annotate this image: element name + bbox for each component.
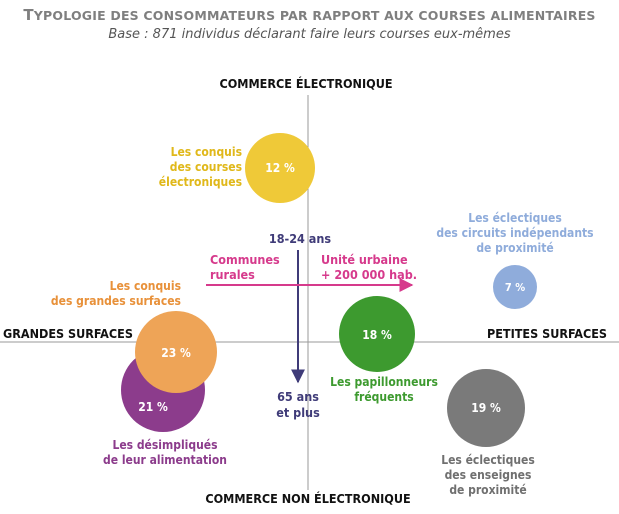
segment-label-line: électroniques [159,175,242,189]
segment-bubble [245,133,315,203]
segment-label-line: de proximité [449,483,526,497]
segment-label-line: des grandes surfaces [51,294,181,308]
age-label-young: 18-24 ans [269,231,331,246]
axis-label-bottom: COMMERCE NON ÉLECTRONIQUE [205,491,410,506]
label-conquis-courses-electroniques: Les conquis des courses électroniques [159,145,242,189]
segment-label-line: de proximité [476,241,553,255]
segment-bubble [493,265,537,309]
segment-label-line: de leur alimentation [103,453,227,467]
label-desimpliques: Les désimpliqués de leur alimentation [103,438,227,467]
segment-percent: 12 % [265,161,295,175]
segment-percent: 23 % [161,346,191,360]
segment-label-line: Les éclectiques [468,211,562,225]
label-conquis-grandes-surfaces: Les conquis des grandes surfaces [51,279,181,308]
segment-label-line: des courses [170,160,242,174]
axis-label-top: COMMERCE ÉLECTRONIQUE [219,76,392,91]
segment-eclectiques-circuits-independants: 7 % [493,265,537,309]
segment-percent: 19 % [471,401,501,415]
segment-percent: 21 % [138,400,168,414]
segment-bubble [339,296,415,372]
segment-bubble [447,369,525,447]
urban-label-city-line1: Unité urbaine [321,252,408,267]
diagram-title: TYPOLOGIE DES CONSOMMATEURS PAR RAPPORT … [23,6,596,24]
segment-label-line: des circuits indépendants [436,226,593,240]
age-label-old-line2: et plus [276,405,320,420]
axis-label-right: PETITES SURFACES [487,326,607,341]
segment-label-line: des enseignes [445,468,532,482]
segment-conquis-courses-electroniques: 12 % [245,133,315,203]
axis-label-left: GRANDES SURFACES [3,326,133,341]
segment-label-line: Les éclectiques [441,453,535,467]
label-papillonneurs: Les papillonneurs fréquents [330,375,438,404]
segment-percent: 18 % [362,328,392,342]
segment-label-line: fréquents [354,390,413,404]
label-eclectiques-circuits-independants: Les éclectiques des circuits indépendant… [436,211,593,255]
label-eclectiques-enseignes: Les éclectiques des enseignes de proximi… [441,453,535,497]
segment-papillonneurs: 18 % [339,296,415,372]
diagram-subtitle: Base : 871 individus déclarant faire leu… [108,27,511,42]
segment-conquis-grandes-surfaces: 23 % [135,311,217,393]
urban-label-city-line2: + 200 000 hab. [321,267,417,282]
segment-percent: 7 % [505,281,525,294]
segment-bubble [135,311,217,393]
urban-label-rural-line1: Communes [210,252,280,267]
segment-eclectiques-enseignes: 19 % [447,369,525,447]
segment-label-line: Les désimpliqués [112,438,217,452]
segment-label-line: Les conquis [171,145,242,159]
segment-label-line: Les papillonneurs [330,375,438,389]
age-label-old-line1: 65 ans [277,389,319,404]
urban-label-rural-line2: rurales [210,267,255,282]
segment-label-line: Les conquis [110,279,181,293]
